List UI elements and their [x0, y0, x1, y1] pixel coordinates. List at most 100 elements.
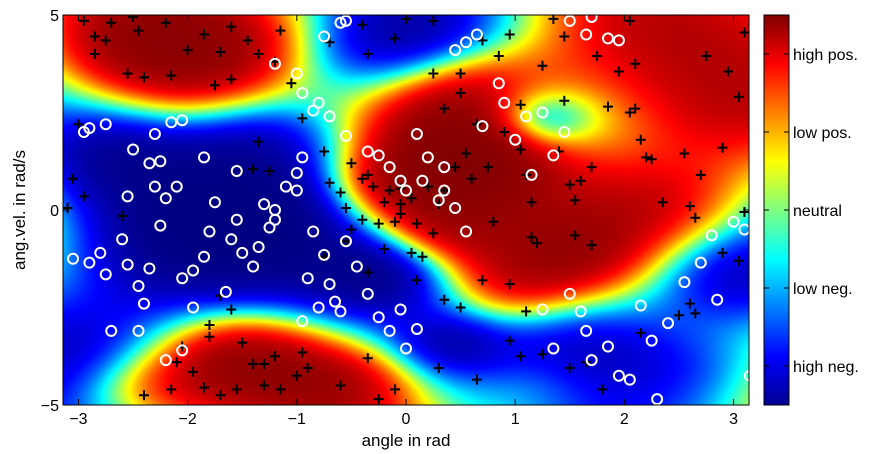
- x-tick-label: 3: [729, 411, 738, 428]
- circle-marker: [711, 293, 724, 306]
- plus-marker: [297, 113, 308, 124]
- circle-marker: [137, 297, 150, 310]
- circle-marker: [525, 168, 538, 181]
- plus-marker: [641, 152, 652, 163]
- circle-marker: [421, 151, 434, 164]
- plus-marker: [597, 384, 608, 395]
- circle-marker: [563, 15, 576, 27]
- plus-marker: [368, 181, 379, 192]
- plus-marker: [428, 228, 439, 239]
- x-tick-label: 1: [511, 411, 520, 428]
- circle-marker: [301, 272, 314, 285]
- circle-marker: [312, 96, 325, 109]
- circle-marker: [132, 324, 145, 337]
- circle-marker: [127, 143, 140, 156]
- circle-marker: [432, 194, 445, 207]
- plus-marker: [324, 177, 335, 188]
- circle-marker: [170, 180, 183, 193]
- heatmap-field: [63, 15, 749, 405]
- plus-marker: [592, 50, 603, 61]
- plus-marker: [548, 15, 559, 24]
- plus-marker: [78, 15, 89, 26]
- plus-marker: [390, 216, 401, 227]
- circle-marker: [678, 276, 691, 289]
- plus-marker: [733, 91, 744, 102]
- plus-marker: [477, 275, 488, 286]
- plus-marker: [357, 214, 368, 225]
- plus-marker: [253, 136, 264, 147]
- y-tick-label: −5: [41, 398, 59, 415]
- circle-marker: [176, 344, 189, 357]
- plus-marker: [717, 247, 728, 258]
- circle-marker: [105, 324, 118, 337]
- plus-marker: [340, 203, 351, 214]
- plus-marker: [695, 169, 706, 180]
- circle-marker: [143, 157, 156, 170]
- circle-marker: [536, 303, 549, 316]
- colorbar-tick-label: low pos.: [793, 125, 852, 142]
- circle-marker: [296, 87, 309, 99]
- circle-marker: [296, 151, 309, 164]
- plus-marker: [209, 80, 220, 91]
- circle-marker: [154, 155, 167, 168]
- plus-marker: [357, 19, 368, 30]
- plus-marker: [171, 357, 182, 368]
- plus-marker: [100, 35, 111, 46]
- circle-marker: [612, 369, 625, 382]
- circle-marker: [252, 241, 265, 254]
- colorbar-tick-label: high neg.: [793, 359, 859, 376]
- plus-marker: [275, 384, 286, 395]
- circle-marker: [121, 258, 134, 271]
- plus-marker: [362, 267, 373, 278]
- plus-marker: [684, 201, 695, 212]
- circle-marker: [159, 354, 172, 367]
- plus-marker: [291, 370, 302, 381]
- plus-marker: [471, 374, 482, 385]
- circle-marker: [339, 129, 352, 142]
- plus-marker: [455, 68, 466, 79]
- circle-marker: [334, 305, 347, 318]
- plus-marker: [68, 173, 79, 184]
- circle-marker: [547, 149, 560, 162]
- circle-marker: [547, 342, 560, 355]
- circle-marker: [460, 36, 473, 49]
- plus-marker: [515, 99, 526, 110]
- plus-marker: [624, 107, 635, 118]
- circle-marker: [410, 127, 423, 140]
- plus-marker: [346, 158, 357, 169]
- plus-marker: [117, 210, 128, 221]
- x-tick-label: −1: [288, 411, 306, 428]
- plus-marker: [439, 185, 450, 196]
- circle-marker: [121, 190, 134, 203]
- plus-marker: [526, 232, 537, 243]
- circle-marker: [83, 256, 96, 269]
- plus-marker: [701, 50, 712, 61]
- circle-marker: [394, 303, 407, 316]
- circle-marker: [520, 110, 533, 123]
- circle-marker: [400, 342, 412, 355]
- plus-marker: [739, 206, 749, 217]
- plus-marker: [166, 70, 177, 81]
- plus-marker: [340, 236, 351, 247]
- circle-marker: [67, 252, 80, 265]
- plus-marker: [630, 58, 641, 69]
- circle-marker: [563, 287, 576, 300]
- plus-marker: [635, 327, 646, 338]
- circle-marker: [476, 120, 489, 133]
- plus-marker: [362, 49, 373, 59]
- plus-marker: [204, 331, 215, 342]
- plus-marker: [346, 224, 357, 235]
- x-tick-label: −3: [69, 411, 87, 428]
- circle-marker: [449, 44, 462, 57]
- circle-marker: [263, 221, 276, 234]
- plus-marker: [482, 162, 493, 173]
- plus-marker: [395, 208, 406, 219]
- plus-marker: [411, 218, 422, 229]
- plus-marker: [624, 15, 635, 26]
- plus-marker: [635, 134, 646, 145]
- plus-marker: [455, 302, 466, 313]
- plus-marker: [357, 173, 368, 184]
- plus-marker: [248, 164, 259, 175]
- plus-marker: [122, 68, 133, 79]
